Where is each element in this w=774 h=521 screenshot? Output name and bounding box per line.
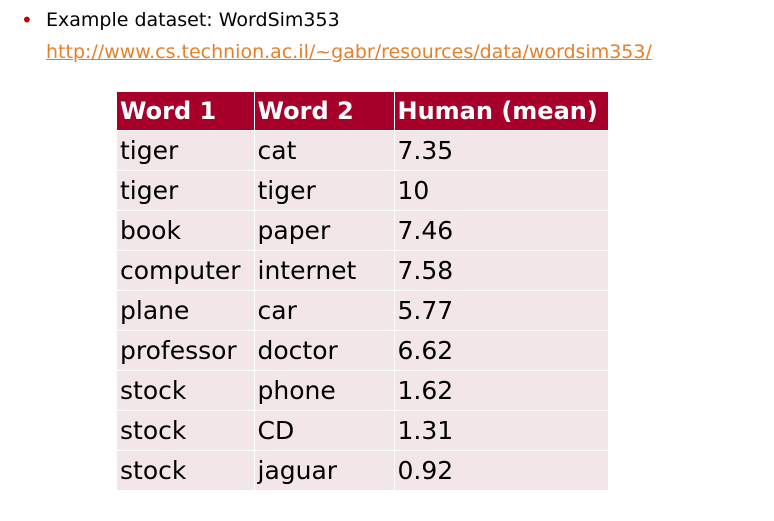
table-row: plane car 5.77 (117, 290, 608, 331)
cell-word2: paper (254, 210, 395, 251)
cell-word2: internet (254, 250, 395, 291)
header-word2: Word 2 (254, 92, 395, 131)
wordsim-table: Word 1 Word 2 Human (mean) tiger cat 7.3… (117, 92, 608, 490)
cell-score: 7.35 (394, 130, 608, 171)
cell-word2: car (254, 290, 395, 331)
table-row: professor doctor 6.62 (117, 330, 608, 371)
cell-word1: stock (117, 450, 255, 490)
cell-word1: book (117, 210, 255, 251)
cell-word1: professor (117, 330, 255, 371)
cell-score: 1.62 (394, 370, 608, 411)
table-row: stock CD 1.31 (117, 410, 608, 451)
table-row: computer internet 7.58 (117, 250, 608, 291)
table-row: tiger cat 7.35 (117, 130, 608, 171)
cell-word2: cat (254, 130, 395, 171)
cell-word2: phone (254, 370, 395, 411)
table-row: book paper 7.46 (117, 210, 608, 251)
cell-score: 10 (394, 170, 608, 211)
cell-word1: stock (117, 410, 255, 451)
cell-score: 5.77 (394, 290, 608, 331)
cell-word1: plane (117, 290, 255, 331)
cell-word1: tiger (117, 130, 255, 171)
cell-word2: doctor (254, 330, 395, 371)
bullet-text: Example dataset: WordSim353 (46, 9, 340, 31)
bullet-item: • Example dataset: WordSim353 http://www… (0, 0, 774, 80)
cell-word2: jaguar (254, 450, 395, 490)
cell-word2: tiger (254, 170, 395, 211)
cell-score: 1.31 (394, 410, 608, 451)
table-row: stock jaguar 0.92 (117, 450, 608, 490)
cell-word2: CD (254, 410, 395, 451)
table-header-row: Word 1 Word 2 Human (mean) (117, 92, 608, 131)
cell-score: 7.58 (394, 250, 608, 291)
cell-score: 6.62 (394, 330, 608, 371)
cell-score: 0.92 (394, 450, 608, 490)
cell-word1: tiger (117, 170, 255, 211)
table-row: stock phone 1.62 (117, 370, 608, 411)
table-row: tiger tiger 10 (117, 170, 608, 211)
header-word1: Word 1 (117, 92, 255, 131)
cell-word1: stock (117, 370, 255, 411)
cell-score: 7.46 (394, 210, 608, 251)
bullet-dot-icon: • (21, 8, 33, 32)
dataset-link[interactable]: http://www.cs.technion.ac.il/~gabr/resou… (46, 41, 652, 63)
cell-word1: computer (117, 250, 255, 291)
header-human-mean: Human (mean) (394, 92, 608, 131)
